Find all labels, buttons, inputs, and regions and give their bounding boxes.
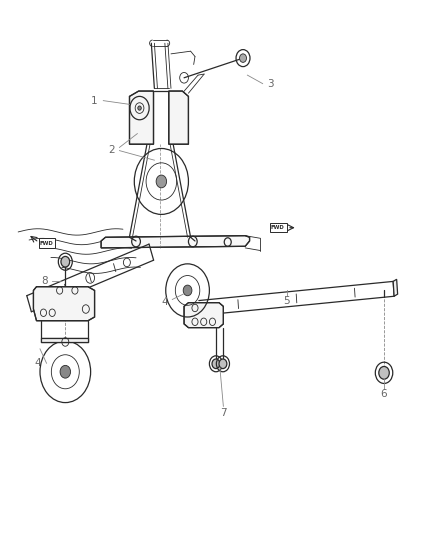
Text: 2: 2 <box>109 144 115 155</box>
Polygon shape <box>393 279 398 296</box>
Circle shape <box>212 359 220 368</box>
Bar <box>39 238 55 248</box>
Polygon shape <box>184 303 223 328</box>
Text: 6: 6 <box>381 389 387 399</box>
Circle shape <box>61 256 70 267</box>
Polygon shape <box>33 287 95 321</box>
Text: 4: 4 <box>161 297 168 307</box>
Text: 7: 7 <box>220 408 227 418</box>
Circle shape <box>219 359 227 368</box>
Text: 1: 1 <box>91 95 98 106</box>
Circle shape <box>240 54 247 62</box>
Circle shape <box>60 366 71 378</box>
Circle shape <box>138 106 141 110</box>
Polygon shape <box>101 236 250 248</box>
Circle shape <box>156 175 166 188</box>
Circle shape <box>183 285 192 296</box>
Text: 3: 3 <box>267 79 273 88</box>
Polygon shape <box>41 338 88 342</box>
Text: FWD: FWD <box>39 240 53 246</box>
Text: 4: 4 <box>35 358 41 368</box>
Polygon shape <box>130 91 153 144</box>
Text: 5: 5 <box>283 296 290 306</box>
Bar <box>270 223 287 232</box>
Circle shape <box>379 367 389 379</box>
Polygon shape <box>169 91 188 144</box>
Text: 8: 8 <box>41 277 48 286</box>
Text: FWD: FWD <box>271 225 284 230</box>
